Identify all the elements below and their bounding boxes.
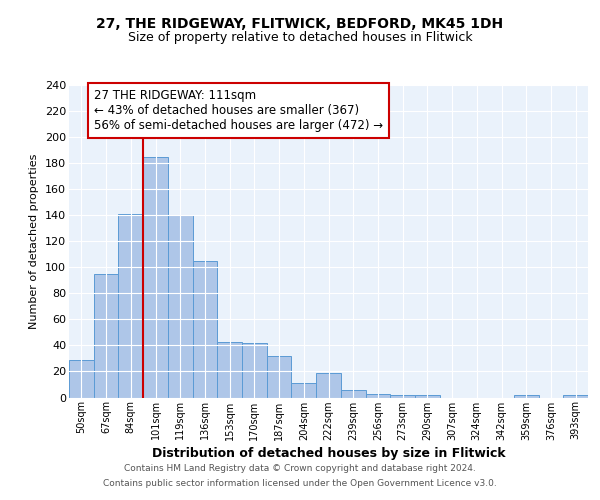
Bar: [316, 373, 341, 398]
Text: Contains HM Land Registry data © Crown copyright and database right 2024.: Contains HM Land Registry data © Crown c…: [124, 464, 476, 473]
Bar: [390, 395, 415, 398]
Bar: [292, 383, 316, 398]
Bar: [514, 395, 539, 398]
Y-axis label: Number of detached properties: Number of detached properties: [29, 154, 40, 329]
Text: Size of property relative to detached houses in Flitwick: Size of property relative to detached ho…: [128, 32, 472, 44]
Bar: [415, 395, 440, 398]
Bar: [267, 356, 292, 398]
Text: Contains public sector information licensed under the Open Government Licence v3: Contains public sector information licen…: [103, 478, 497, 488]
X-axis label: Distribution of detached houses by size in Flitwick: Distribution of detached houses by size …: [152, 446, 505, 460]
Bar: [242, 343, 267, 398]
Bar: [365, 394, 390, 398]
Bar: [193, 261, 217, 398]
Bar: [563, 395, 588, 398]
Bar: [118, 214, 143, 398]
Text: 27, THE RIDGEWAY, FLITWICK, BEDFORD, MK45 1DH: 27, THE RIDGEWAY, FLITWICK, BEDFORD, MK4…: [97, 18, 503, 32]
Bar: [143, 156, 168, 398]
Bar: [94, 274, 118, 398]
Text: 27 THE RIDGEWAY: 111sqm
← 43% of detached houses are smaller (367)
56% of semi-d: 27 THE RIDGEWAY: 111sqm ← 43% of detache…: [94, 89, 383, 132]
Bar: [168, 215, 193, 398]
Bar: [217, 342, 242, 398]
Bar: [341, 390, 365, 398]
Bar: [69, 360, 94, 398]
